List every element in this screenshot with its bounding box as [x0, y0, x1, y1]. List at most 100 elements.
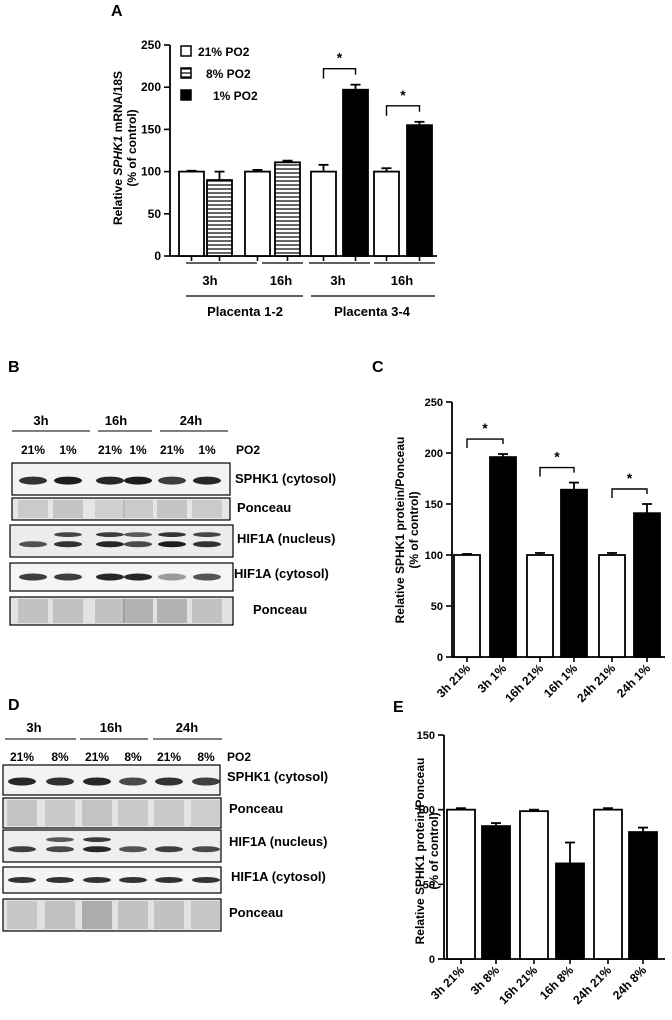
bar [446, 808, 476, 960]
panel-c-bars: * * * [453, 420, 661, 658]
blot-band [119, 877, 147, 883]
legend-label-21: 21% PO2 [198, 45, 250, 59]
lane-label: 21% [98, 443, 122, 457]
legend-label-8: 8% PO2 [206, 67, 251, 81]
x-tick-label: 24h 21% [574, 661, 618, 705]
legend-swatch-filled [180, 89, 192, 101]
blot-band [192, 777, 220, 786]
blot-strip [2, 764, 221, 796]
blot-band [46, 877, 74, 883]
y-tick-label: 150 [425, 499, 443, 511]
blot-strip [2, 866, 222, 894]
x-tick-label: 3h 8% [468, 963, 503, 998]
y-tick-label: 50 [423, 879, 435, 891]
legend-swatch-striped [180, 67, 192, 79]
blot-band [119, 777, 147, 786]
x-tick-label: 3h 1% [475, 661, 510, 696]
y-tick-label: 100 [141, 165, 161, 179]
lane-label: 21% [21, 443, 45, 457]
blot-strip [9, 596, 234, 626]
panel-d-label: D [8, 697, 20, 714]
y-tick-label: 0 [429, 954, 435, 966]
panel-c-ylabel: Relative SPHK1 protein/Ponceau [393, 437, 407, 624]
panel-b: B 3h 16h 24h 21% 1% 21% 1% 21% 1% PO2 SP… [8, 359, 336, 626]
bar [481, 825, 511, 960]
ponceau-smear [53, 500, 83, 518]
x-tick-label: 24h 21% [570, 963, 614, 1007]
blot-label: SPHK1 (cytosol) [227, 769, 328, 784]
significance-bracket [611, 488, 648, 498]
y-tick-label: 50 [148, 207, 162, 221]
blot-band [54, 476, 82, 485]
ponceau-smear [82, 800, 112, 826]
blot-label: HIF1A (nucleus) [229, 834, 327, 849]
panel-a-y-axis-title: Relative SPHK1 mRNA/18S [111, 71, 125, 225]
ponceau-smear [154, 800, 184, 826]
panel-a-ylabel-prefix: Relative [111, 176, 125, 225]
y-tick-label: 200 [425, 448, 443, 460]
panel-a-ylabel-suffix: mRNA/18S [111, 71, 125, 136]
panel-d: D 3h 16h 24h 21% 8% 21% 8% 21% 8% PO2 SP… [2, 697, 328, 932]
panel-e-bars [446, 807, 658, 960]
time-label: 3h [26, 720, 41, 735]
ponceau-smear [95, 500, 125, 518]
significance-star: * [554, 449, 560, 465]
bar [560, 488, 588, 658]
blot-band [54, 573, 82, 581]
x-tick-label: 24h 1% [614, 661, 653, 700]
svg-text:Relative SPHK1 mRNA/18S: Relative SPHK1 mRNA/18S [111, 71, 125, 225]
panel-c: C Relative SPHK1 protein/Ponceau (% of c… [372, 359, 665, 705]
panel-a-ylabel-2: (% of control) [125, 109, 139, 186]
blot-band [19, 573, 47, 581]
y-tick-label: 200 [141, 80, 161, 94]
blot-band [8, 777, 36, 786]
blot-band [193, 541, 221, 548]
ponceau-smear [123, 599, 153, 623]
lane-label: 21% [85, 750, 109, 764]
ponceau-smear [123, 500, 153, 518]
blot-band [193, 532, 221, 537]
panel-a-label: A [111, 3, 123, 20]
ponceau-smear [154, 901, 184, 929]
y-tick-label: 150 [417, 730, 435, 742]
panel-e-label: E [393, 699, 404, 716]
bar [453, 554, 481, 658]
blot-label: HIF1A (cytosol) [231, 869, 326, 884]
bar [178, 170, 205, 257]
lane-label: 21% [160, 443, 184, 457]
blot-band [192, 846, 220, 853]
blot-label: Ponceau [237, 500, 291, 515]
blot-band [83, 777, 111, 786]
x-tick-label: 16h 21% [496, 963, 540, 1007]
blot-band [96, 541, 124, 548]
lane-label: 21% [157, 750, 181, 764]
time-label: 24h [176, 720, 198, 735]
time-label: 16h [270, 273, 292, 288]
significance-bracket [466, 438, 504, 449]
ponceau-smear [18, 500, 48, 518]
blot-band [155, 877, 183, 883]
bar [342, 88, 369, 257]
lane-label: 8% [51, 750, 69, 764]
blot-band [158, 532, 186, 537]
panel-e-ylabel: Relative SPHK1 protein/Ponceau [413, 758, 427, 945]
ponceau-smear [53, 599, 83, 623]
blot-band [155, 846, 183, 853]
bar [555, 862, 585, 960]
time-label: 24h [180, 413, 202, 428]
blot-band [8, 846, 36, 853]
blot-label: SPHK1 (cytosol) [235, 471, 336, 486]
time-label: 16h [391, 273, 413, 288]
blot-band [46, 837, 74, 842]
y-tick-label: 100 [425, 550, 443, 562]
po2-label: PO2 [236, 443, 260, 457]
ponceau-smear [191, 901, 221, 929]
blot-band [96, 573, 124, 581]
blot-label: Ponceau [229, 905, 283, 920]
bar [489, 456, 517, 658]
blot-band [155, 777, 183, 786]
legend-label-1: 1% PO2 [213, 89, 258, 103]
blot-band [54, 541, 82, 548]
blot-band [83, 877, 111, 883]
